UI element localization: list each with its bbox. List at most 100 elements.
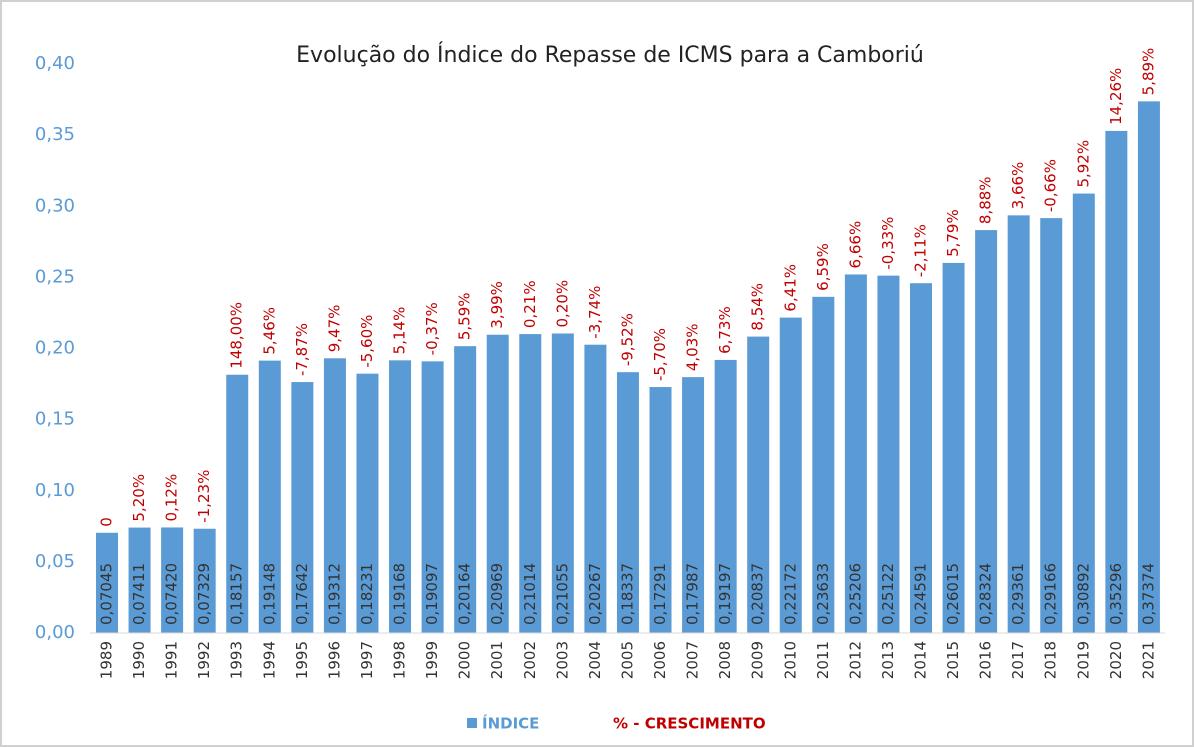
growth-label: -5,70% — [651, 328, 669, 381]
chart-title: Evolução do Índice do Repasse de ICMS pa… — [296, 42, 924, 68]
growth-label: 5,89% — [1139, 48, 1157, 96]
bar — [291, 382, 314, 633]
growth-label: -0,66% — [1042, 159, 1060, 212]
x-tick-label: 2005 — [618, 641, 636, 679]
x-tick-label: 2015 — [944, 641, 962, 679]
x-tick-label: 1990 — [130, 641, 148, 679]
bar — [454, 346, 477, 633]
bar-value-label: 0,17642 — [293, 563, 311, 625]
x-tick-label: 2003 — [553, 641, 571, 679]
growth-label: -0,37% — [423, 302, 441, 355]
growth-label: 148,00% — [228, 302, 246, 369]
bar-value-label: 0,29361 — [1009, 563, 1027, 625]
bar-value-label: 0,25122 — [879, 563, 897, 625]
bar-value-label: 0,37374 — [1139, 563, 1157, 625]
bar-value-label: 0,22172 — [781, 563, 799, 625]
growth-label: -7,87% — [293, 323, 311, 376]
bar-value-label: 0,19197 — [716, 563, 734, 625]
x-tick-label: 1995 — [293, 641, 311, 679]
growth-label: -5,60% — [358, 315, 376, 368]
legend-label: % - CRESCIMENTO — [613, 715, 766, 733]
bar — [551, 333, 574, 633]
bar — [714, 359, 737, 633]
growth-label: 0,21% — [521, 280, 539, 328]
growth-label: 3,66% — [1009, 162, 1027, 210]
x-tick-label: 1996 — [325, 641, 343, 679]
x-tick-label: 2018 — [1042, 641, 1060, 679]
bar-value-label: 0,17291 — [651, 563, 669, 625]
growth-label: 6,59% — [814, 243, 832, 291]
bar — [616, 372, 639, 633]
x-tick-label: 1994 — [260, 641, 278, 679]
bar — [193, 528, 216, 633]
x-tick-label: 2006 — [651, 641, 669, 679]
bar-value-label: 0,07045 — [98, 563, 116, 625]
bar — [226, 374, 249, 633]
x-tick-label: 2008 — [716, 641, 734, 679]
bar — [779, 317, 802, 633]
growth-label: 6,41% — [781, 264, 799, 312]
bar — [1072, 193, 1095, 634]
bar-value-label: 0,25206 — [846, 563, 864, 625]
bar — [519, 334, 542, 633]
bar — [910, 283, 932, 633]
growth-label: 0 — [98, 517, 116, 527]
x-tick-label: 2013 — [879, 641, 897, 679]
growth-label: 5,14% — [391, 307, 409, 355]
bar-value-label: 0,18157 — [228, 563, 246, 625]
bar-value-label: 0,19312 — [325, 563, 343, 625]
x-tick-label: 1999 — [423, 641, 441, 679]
bar-value-label: 0,19148 — [260, 563, 278, 625]
bar-value-label: 0,30892 — [1074, 563, 1092, 625]
bar — [1040, 218, 1063, 633]
bar — [877, 275, 900, 633]
bar — [323, 358, 346, 633]
x-tick-label: 2017 — [1009, 641, 1027, 679]
bar-value-label: 0,07420 — [163, 563, 181, 625]
x-tick-label: 2012 — [846, 641, 864, 679]
growth-label: -0,33% — [879, 217, 897, 270]
bar-value-label: 0,29166 — [1042, 563, 1060, 625]
y-tick-label: 0,05 — [35, 551, 75, 572]
bar-value-label: 0,19168 — [391, 563, 409, 625]
bar — [128, 527, 151, 633]
bar — [1007, 215, 1030, 633]
x-tick-label: 2019 — [1074, 641, 1092, 679]
growth-label: 4,03% — [684, 323, 702, 371]
bar-value-label: 0,21014 — [521, 563, 539, 625]
bar-value-label: 0,20267 — [586, 563, 604, 625]
growth-label: 5,20% — [130, 474, 148, 522]
x-tick-label: 2021 — [1139, 641, 1157, 679]
bar — [584, 344, 607, 633]
growth-label: 8,54% — [749, 283, 767, 331]
bar — [1105, 130, 1128, 633]
bar — [356, 373, 379, 633]
bar-value-label: 0,07411 — [130, 563, 148, 625]
bar — [258, 360, 281, 633]
bar — [747, 336, 770, 633]
x-tick-label: 1998 — [391, 641, 409, 679]
bar-value-label: 0,26015 — [944, 563, 962, 625]
growth-label: -9,52% — [618, 313, 636, 366]
bar — [812, 296, 835, 633]
bar — [96, 532, 118, 633]
x-tick-label: 2000 — [456, 641, 474, 679]
bar — [161, 527, 184, 633]
y-tick-label: 0,35 — [35, 124, 75, 145]
growth-label: 8,88% — [977, 176, 995, 224]
bar — [844, 274, 867, 633]
y-tick-label: 0,30 — [35, 195, 75, 216]
growth-label: 0,20% — [553, 280, 571, 328]
growth-label: 5,92% — [1074, 140, 1092, 188]
growth-label: 9,47% — [325, 305, 343, 353]
x-tick-label: 1991 — [163, 641, 181, 679]
bar-value-label: 0,18231 — [358, 563, 376, 625]
bar — [486, 334, 509, 633]
legend-label: ÍNDICE — [482, 714, 539, 733]
x-tick-label: 2001 — [488, 641, 506, 679]
bar-value-label: 0,21055 — [553, 563, 571, 625]
x-tick-label: 1993 — [228, 641, 246, 679]
bar — [942, 262, 965, 633]
growth-label: 14,26% — [1107, 68, 1125, 125]
